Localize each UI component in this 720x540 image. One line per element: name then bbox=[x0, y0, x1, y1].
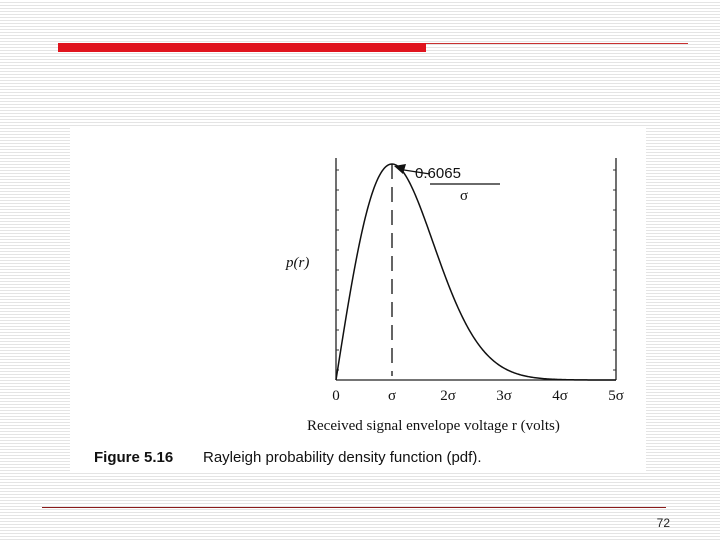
peak-annotation: 0.6065 σ bbox=[394, 164, 500, 204]
curve-layer bbox=[335, 163, 616, 381]
header-rule bbox=[426, 43, 688, 44]
x-tick-label: 4σ bbox=[552, 388, 568, 404]
annotation-denominator: σ bbox=[460, 188, 468, 204]
figure-panel: 0 σ 2σ 3σ 4σ 5σ 0.6065 σ p(r) Received signal… bbox=[70, 128, 646, 472]
annotation-numerator: 0.6065 bbox=[415, 165, 461, 182]
x-axis-label: Received signal envelope voltage r (volt… bbox=[307, 418, 560, 434]
x-tick-label: 2σ bbox=[440, 388, 456, 404]
footer-rule bbox=[42, 507, 666, 508]
x-tick-label: σ bbox=[388, 388, 396, 404]
x-tick-label: 0 bbox=[332, 388, 340, 404]
y-axis-label: p(r) bbox=[285, 255, 309, 271]
annotation-arrow-head bbox=[394, 164, 406, 174]
axes-layer bbox=[335, 158, 617, 381]
figure-caption: Rayleigh probability density function (p… bbox=[203, 449, 481, 466]
figure-label: Figure 5.16 bbox=[94, 449, 173, 466]
tick-label-layer: 0 σ 2σ 3σ 4σ 5σ bbox=[332, 388, 624, 404]
x-tick-label: 5σ bbox=[608, 388, 624, 404]
rayleigh-pdf-curve bbox=[335, 163, 616, 381]
x-tick-label: 3σ bbox=[496, 388, 512, 404]
annotation-arrow-line bbox=[403, 169, 431, 175]
rayleigh-chart: 0 σ 2σ 3σ 4σ 5σ 0.6065 σ p(r) Received signal… bbox=[94, 158, 624, 466]
page-number: 72 bbox=[656, 516, 670, 530]
accent-bar bbox=[58, 43, 426, 52]
